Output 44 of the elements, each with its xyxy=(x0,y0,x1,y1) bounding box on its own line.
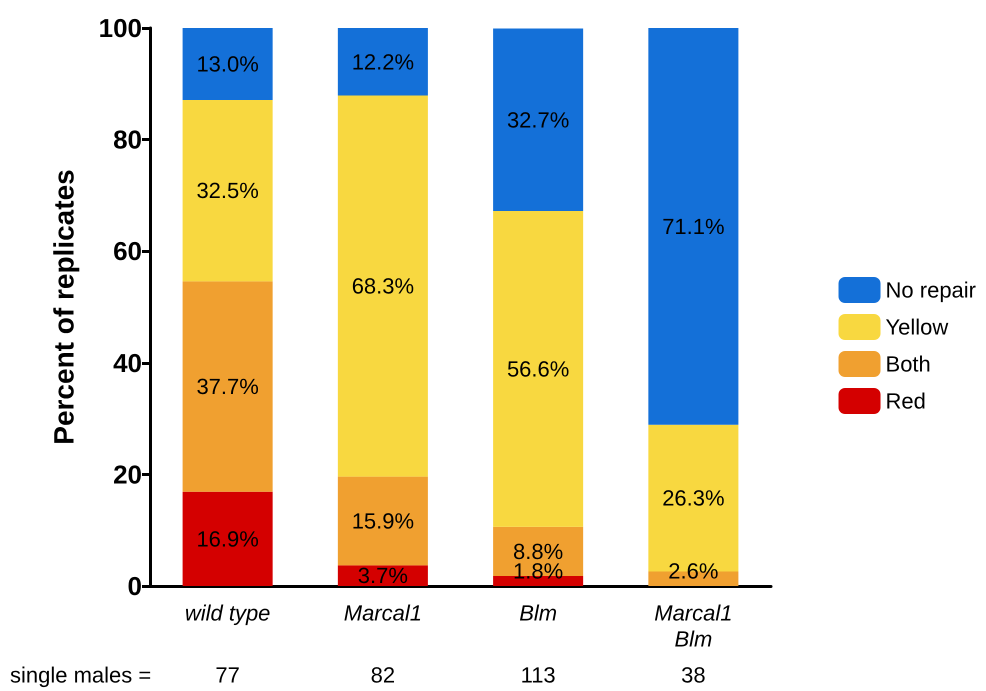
data-label: 8.8% xyxy=(513,538,564,564)
y-axis-title: Percent of replicates xyxy=(48,169,80,445)
y-tick-label: 0 xyxy=(128,571,142,601)
x-tick-label: Marcal1 Blm xyxy=(654,600,732,652)
legend-label: No repair xyxy=(886,278,976,302)
y-tick-label: 60 xyxy=(113,236,142,266)
data-label: 56.6% xyxy=(506,356,570,382)
y-tick-label: 20 xyxy=(113,459,142,490)
data-label: 16.9% xyxy=(196,526,259,552)
text: 77 xyxy=(215,662,240,688)
bar xyxy=(338,96,428,477)
data-label: 13.0% xyxy=(196,51,259,76)
text: 113 xyxy=(520,662,556,688)
data-label: 2.6% xyxy=(668,558,718,584)
data-label: 37.7% xyxy=(196,374,259,400)
x-tick-label: Blm xyxy=(519,600,558,626)
data-label: 68.3% xyxy=(352,274,414,299)
y-tick-label: 80 xyxy=(113,124,142,155)
y-tick-label: 100 xyxy=(98,13,142,43)
bar xyxy=(182,28,273,100)
bar xyxy=(338,476,428,566)
bar xyxy=(493,211,584,527)
x-tick-label: wild type xyxy=(184,600,270,626)
bar xyxy=(182,492,273,586)
legend-label: Red xyxy=(886,388,926,414)
y-tick-label: 40 xyxy=(113,348,142,378)
data-label: 32.5% xyxy=(196,178,259,204)
bar xyxy=(648,28,738,425)
bar xyxy=(493,28,584,212)
x-tick-label: Marcal1 xyxy=(344,600,422,626)
bar xyxy=(182,281,273,492)
data-label: 32.7% xyxy=(506,107,570,132)
data-label: 12.2% xyxy=(352,49,414,74)
data-label: 71.1% xyxy=(662,214,725,239)
text: single males = xyxy=(10,662,152,688)
legend-label: Both xyxy=(886,352,931,376)
text: 38 xyxy=(681,662,706,688)
data-label: 26.3% xyxy=(662,486,725,511)
data-label: 15.9% xyxy=(352,508,414,534)
bar xyxy=(338,28,428,96)
data-label: 3.7% xyxy=(358,563,408,588)
legend-label: Yellow xyxy=(886,314,948,340)
text: 82 xyxy=(370,662,396,688)
bar xyxy=(182,100,273,282)
